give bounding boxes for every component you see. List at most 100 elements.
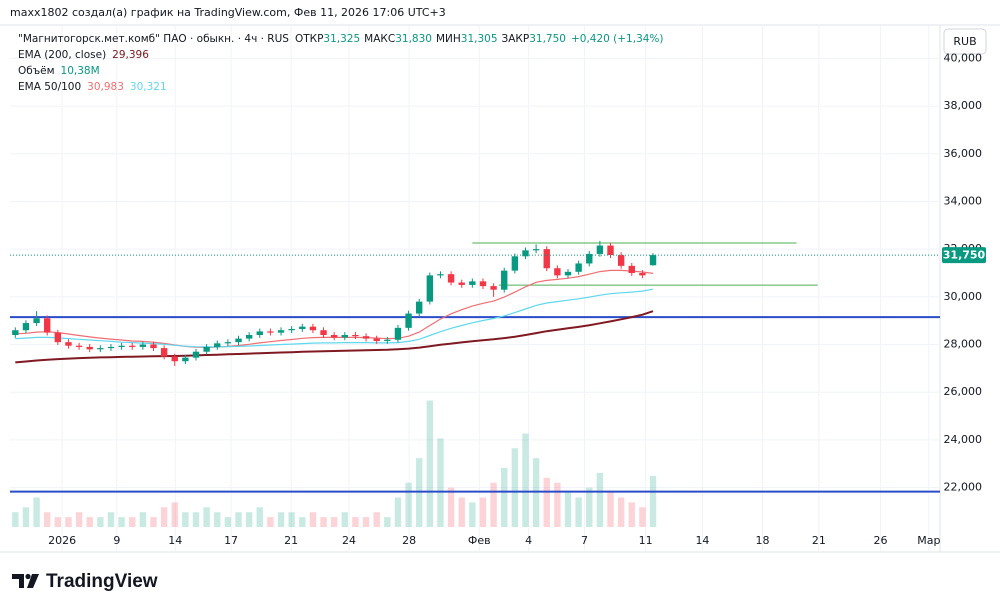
- volume-bar: [447, 487, 455, 527]
- candle-body: [330, 335, 338, 338]
- candle-body: [54, 332, 62, 343]
- candle-body: [628, 265, 635, 273]
- change: +0,420 (+1,34%): [571, 33, 664, 45]
- x-tick-label: 9: [113, 534, 120, 547]
- ohlc-value: 31,305: [461, 33, 498, 45]
- y-tick-label: 30,000: [944, 290, 983, 303]
- volume-bar: [256, 507, 263, 527]
- indicator-value: 30,983: [87, 81, 124, 93]
- candle-body: [150, 344, 157, 349]
- volume-bar: [107, 512, 115, 527]
- logo-mark: [27, 574, 39, 588]
- candle-body: [532, 249, 540, 251]
- y-tick-label: 28,000: [944, 338, 983, 351]
- candle-body: [256, 331, 263, 335]
- y-tick-label: 22,000: [944, 481, 983, 494]
- volume-bar: [214, 512, 221, 527]
- last-price-label: 31,750: [943, 249, 986, 262]
- ohlc-label: ОТКР: [295, 33, 323, 45]
- candle-body: [97, 348, 104, 350]
- x-tick-label: Мар: [917, 534, 940, 547]
- candle-body: [288, 329, 295, 331]
- y-tick-label: 34,000: [944, 194, 983, 207]
- volume-value: 10,38M: [61, 65, 100, 77]
- volume-bar: [299, 517, 306, 527]
- candle-body: [118, 345, 125, 347]
- candle-body: [554, 268, 561, 276]
- volume-bar: [171, 502, 178, 527]
- candle-body: [277, 330, 285, 333]
- volume-bar: [75, 512, 83, 527]
- volume-bar: [150, 517, 157, 527]
- y-tick-label: 26,000: [944, 385, 983, 398]
- candle-body: [479, 281, 487, 287]
- ohlc-label: МИН: [436, 33, 461, 45]
- candle-body: [649, 255, 657, 266]
- volume-bar: [628, 502, 635, 527]
- candle-body: [320, 330, 327, 335]
- volume-bar: [586, 487, 593, 527]
- candle-body: [12, 330, 19, 335]
- candle-body: [564, 271, 572, 276]
- volume-bar: [511, 448, 519, 527]
- candle-body: [575, 263, 582, 272]
- volume-bar: [54, 517, 62, 527]
- volume-bar: [522, 433, 529, 527]
- volume-bar: [245, 512, 253, 527]
- volume-bar: [479, 497, 487, 527]
- currency[interactable]: RUB: [953, 35, 976, 48]
- x-tick-label: 21: [812, 534, 826, 547]
- volume-bar: [384, 517, 391, 527]
- volume-bar: [235, 512, 242, 527]
- volume-bar: [86, 517, 93, 527]
- candle-body: [394, 327, 402, 340]
- logo-mark: [12, 574, 24, 588]
- x-tick-label: 21: [284, 534, 298, 547]
- y-tick-label: 36,000: [944, 147, 983, 160]
- candle-body: [416, 301, 423, 314]
- candle-body: [639, 273, 646, 276]
- candle-body: [171, 356, 178, 362]
- x-tick-label: 18: [756, 534, 770, 547]
- ohlc-label: МАКС: [364, 33, 395, 45]
- volume-bar: [309, 512, 317, 527]
- candle-body: [596, 245, 604, 254]
- volume-name: Объём: [18, 65, 55, 77]
- candle-body: [33, 318, 40, 324]
- volume-bar: [394, 497, 402, 527]
- volume-bar: [564, 492, 572, 527]
- candle-body: [214, 343, 221, 347]
- legend-line: EMA 50/100 30,983 30,321: [18, 81, 167, 93]
- candle-body: [501, 270, 508, 290]
- candle-body: [490, 286, 497, 290]
- candle-body: [426, 275, 434, 302]
- indicator-name: EMA 50/100: [18, 81, 81, 93]
- volume-bar: [405, 482, 412, 527]
- button-frame[interactable]: [943, 28, 987, 55]
- candle-body: [437, 274, 444, 276]
- ema-line: [15, 310, 654, 364]
- ohlc-value: 31,750: [529, 33, 566, 45]
- ohlc-value: 31,325: [323, 33, 360, 45]
- volume-bar: [97, 517, 104, 527]
- volume-bar: [118, 517, 125, 527]
- volume-bar: [607, 492, 614, 527]
- candle-body: [522, 250, 529, 257]
- x-tick-label: 24: [342, 534, 356, 547]
- volume-bar: [129, 517, 136, 527]
- indicator-name: EMA (200, close): [18, 49, 106, 61]
- volume-bar: [267, 517, 274, 527]
- last-price-box: [942, 247, 986, 264]
- candle-body: [586, 253, 593, 264]
- volume-bar: [469, 502, 476, 527]
- ohlc-value: 31,830: [395, 33, 432, 45]
- candle-body: [267, 331, 274, 333]
- currency-button[interactable]: RUB: [943, 28, 987, 55]
- logo-mark: [25, 573, 31, 580]
- y-tick-label: 24,000: [944, 433, 983, 446]
- candle-body: [192, 351, 200, 358]
- volume-bar: [320, 517, 327, 527]
- candle-body: [362, 336, 370, 339]
